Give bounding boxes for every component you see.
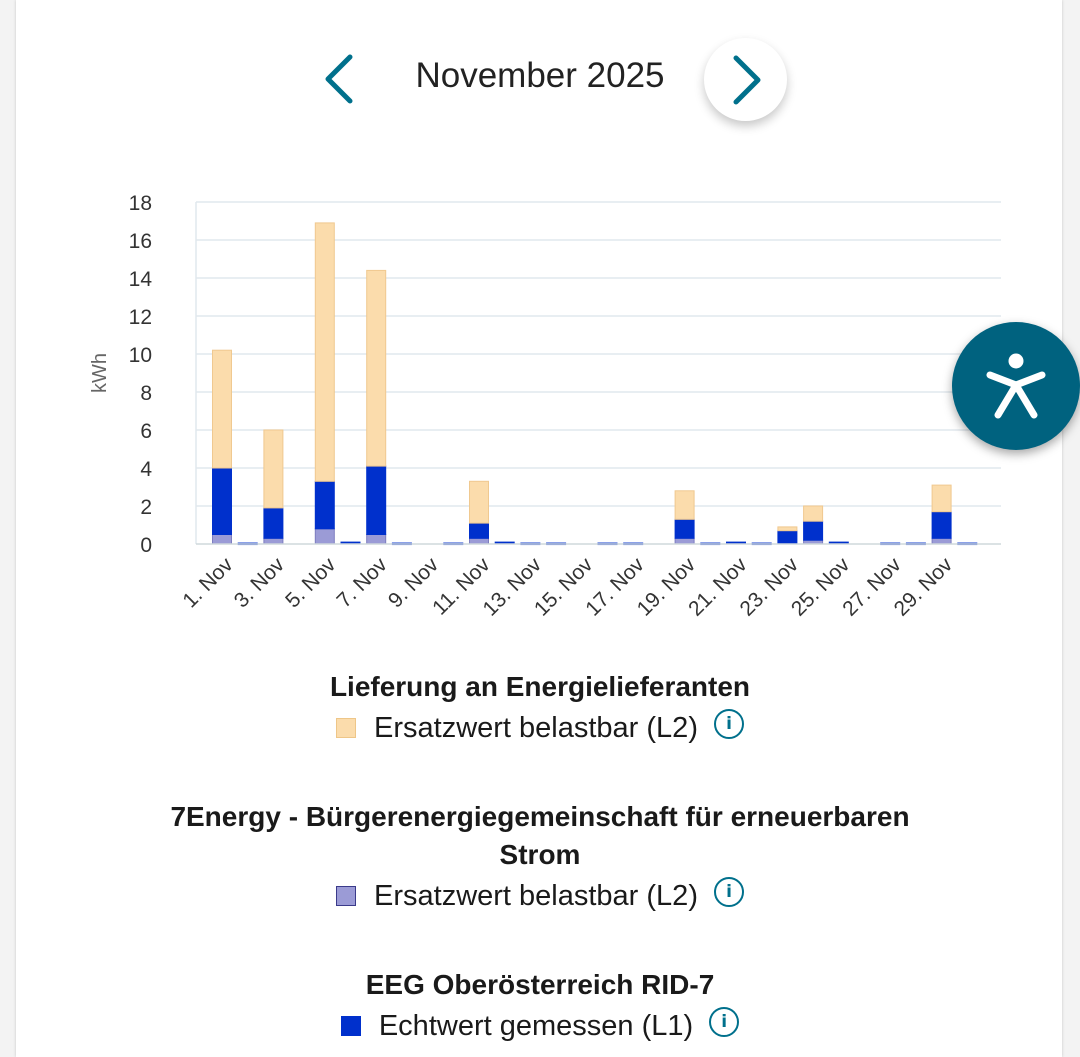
y-tick-label: 16: [129, 230, 152, 253]
accessibility-button[interactable]: [952, 322, 1080, 450]
bar-segment: [366, 534, 387, 545]
bar-segment: [263, 537, 284, 545]
bar-segment: [212, 349, 232, 469]
bar-segment: [803, 505, 824, 522]
y-tick-label: 14: [129, 268, 153, 291]
legend-swatch-supplier: [336, 718, 357, 738]
bar-segment: [263, 429, 284, 509]
y-tick-label: 18: [129, 192, 152, 215]
legend-label-eeg: Echtwert gemessen (L1): [378, 1010, 694, 1042]
accessibility-person-icon: [986, 353, 1046, 419]
x-tick-label: 1. Nov: [178, 553, 238, 613]
bar-segment: [803, 520, 824, 541]
bar-segment: [366, 269, 387, 467]
x-tick-label: 5. Nov: [281, 553, 341, 613]
bar-segment: [674, 537, 695, 545]
next-month-button[interactable]: [704, 38, 787, 121]
legend-item-7energy: Ersatzwert belastbar (L2) i: [0, 876, 1080, 916]
legend-title-supplier: Lieferung an Energielieferanten: [329, 671, 751, 702]
y-tick-label: 2: [140, 496, 152, 519]
legend-label-7energy: Ersatzwert belastbar (L2): [374, 880, 698, 912]
bar-segment: [931, 484, 952, 513]
legend-title-7energy: 7Energy - Bürgerenergiegemeinschaft für …: [170, 801, 910, 832]
bar-segment: [931, 511, 952, 539]
legend-item-eeg: Echtwert gemessen (L1) i: [0, 1006, 1080, 1046]
bar-segment: [674, 490, 695, 520]
legend-title-eeg: EEG Oberösterreich RID-7: [365, 969, 715, 1000]
bar-segment: [469, 522, 489, 539]
y-tick-label: 12: [129, 306, 152, 329]
y-tick-label: 4: [140, 458, 152, 481]
month-title: November 2025: [415, 56, 665, 95]
x-tick-label: 3. Nov: [230, 553, 290, 613]
y-tick-label: 8: [140, 382, 152, 405]
y-tick-label: 10: [129, 344, 152, 367]
bar-segment: [212, 467, 232, 535]
bar-segment: [314, 528, 335, 545]
previous-month-button[interactable]: [302, 39, 378, 119]
y-tick-label: 0: [140, 534, 152, 557]
legend-swatch-7energy: [336, 886, 357, 906]
legend-label-supplier: Ersatzwert belastbar (L2): [374, 712, 698, 744]
info-icon[interactable]: i: [713, 877, 744, 907]
bar-segment: [931, 537, 952, 545]
bar-segment: [469, 537, 489, 545]
legend-group-supplier: Lieferung an Energielieferanten Ersatzwe…: [0, 668, 1080, 748]
chevron-right-icon: [733, 55, 760, 104]
bar-segment: [314, 480, 335, 530]
chevron-left-icon: [325, 54, 353, 104]
legend-group-7energy: 7Energy - Bürgerenergiegemeinschaft für …: [0, 798, 1080, 916]
bar-segment: [212, 534, 232, 545]
legend-swatch-eeg: [340, 1016, 361, 1036]
bar-segment: [469, 480, 489, 524]
bar-segment: [366, 465, 387, 536]
bar-segment: [263, 507, 284, 539]
x-tick-label: 29. Nov: [890, 553, 958, 621]
bar-segment: [777, 526, 798, 532]
x-tick-label: 7. Nov: [333, 553, 393, 613]
legend-title-7energy-line2: Strom: [499, 839, 581, 870]
y-axis-label: kWh: [89, 353, 111, 393]
y-tick-label: 6: [140, 420, 152, 443]
chart-card: [16, 0, 1062, 1057]
legend-item-supplier: Ersatzwert belastbar (L2) i: [0, 708, 1080, 748]
legend-group-eeg: EEG Oberösterreich RID-7 Echtwert gemess…: [0, 966, 1080, 1046]
bar-segment: [314, 222, 335, 482]
info-icon[interactable]: i: [713, 709, 744, 739]
bar-segment: [674, 518, 695, 539]
bar-segment: [777, 530, 798, 545]
info-icon[interactable]: i: [709, 1007, 740, 1037]
